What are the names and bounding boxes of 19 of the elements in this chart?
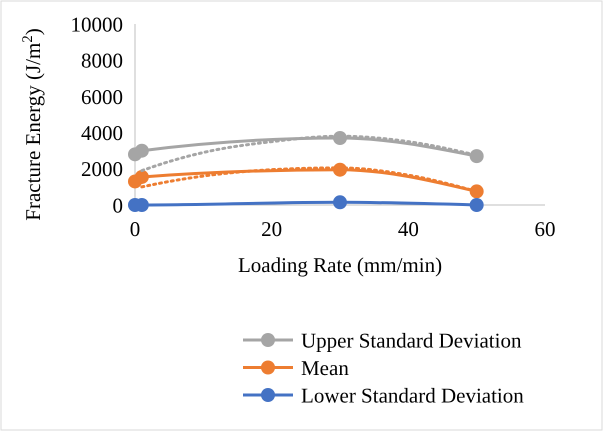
point [134,170,149,184]
legend-label: Upper Standard Deviation [301,328,522,352]
y-tick-label: 6000 [81,84,123,109]
legend-label: Mean [301,356,350,380]
point [470,198,484,212]
x-tick-label: 20 [261,217,282,241]
point [134,144,149,158]
x-tick-label: 60 [534,217,556,241]
y-tick-label: 4000 [81,120,123,145]
y-tick-label: 2000 [81,157,123,182]
x-tick-label: 40 [398,217,419,241]
point [470,149,484,164]
y-tick-label: 10000 [70,12,123,36]
y-tick-label: 0 [112,193,123,218]
x-axis-title: Loading Rate (mm/min) [238,253,442,277]
legend-label: Lower Standard Deviation [301,383,524,408]
y-tick-label: 8000 [81,48,123,73]
x-tick-label: 0 [130,217,140,241]
point [333,195,347,210]
